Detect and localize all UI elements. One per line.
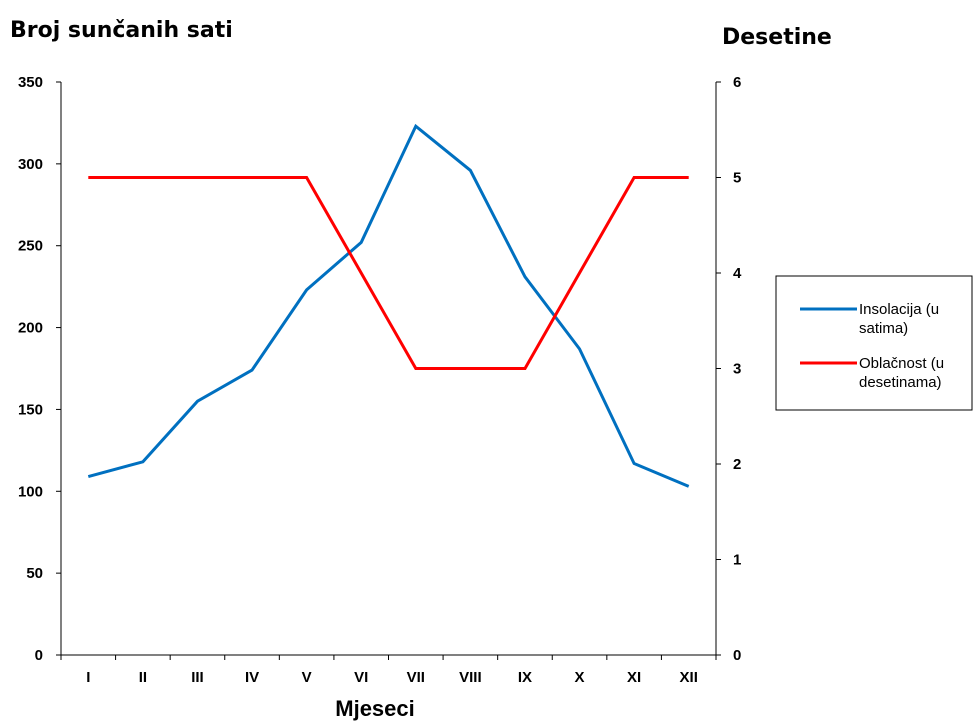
series-line-insolacija <box>87 123 690 488</box>
left-tick-label: 100 <box>18 483 43 500</box>
legend-label-oblacnost-2: desetinama) <box>859 374 942 391</box>
x-tick-label: VI <box>354 669 368 686</box>
right-tick-label: 6 <box>733 74 741 91</box>
right-tick-label: 5 <box>733 170 741 187</box>
legend-box <box>775 275 973 411</box>
right-tick-label: 1 <box>733 552 741 569</box>
right-tick-label: 3 <box>733 361 741 378</box>
x-tick-label: V <box>302 669 312 686</box>
left-tick-label: 0 <box>35 647 43 664</box>
legend-label-insolacija-1: Insolacija (u <box>859 301 939 318</box>
left-tick-label: 200 <box>18 320 43 337</box>
x-tick-label: I <box>86 669 90 686</box>
x-tick-label: XII <box>680 669 698 686</box>
right-axis-title: Desetine <box>722 25 832 50</box>
left-tick-label: 350 <box>18 74 43 91</box>
legend-label-oblacnost-1: Oblačnost (u <box>859 355 944 372</box>
right-tick-label: 4 <box>733 265 742 282</box>
left-tick-label: 150 <box>18 401 43 418</box>
x-tick-label: X <box>575 669 585 686</box>
series-line-oblacnost <box>88 176 689 370</box>
x-tick-label: IV <box>245 669 259 686</box>
left-axis-title: Broj sunčanih sati <box>10 18 233 43</box>
left-tick-label: 300 <box>18 156 43 173</box>
x-tick-label: XI <box>627 669 641 686</box>
x-tick-label: IX <box>518 669 532 686</box>
legend: Insolacija (u satima) Oblačnost (u deset… <box>775 275 973 411</box>
x-tick-label: VII <box>407 669 425 686</box>
x-tick-label: II <box>139 669 147 686</box>
left-tick-label: 50 <box>26 565 43 582</box>
left-tick-label: 250 <box>18 238 43 255</box>
right-tick-label: 2 <box>733 456 741 473</box>
plot-area <box>87 123 690 488</box>
legend-label-insolacija-2: satima) <box>859 320 908 337</box>
axes <box>56 81 721 660</box>
x-axis-title: Mjeseci <box>335 696 415 721</box>
x-tick-label: III <box>191 669 204 686</box>
x-tick-label: VIII <box>459 669 482 686</box>
right-tick-label: 0 <box>733 647 741 664</box>
